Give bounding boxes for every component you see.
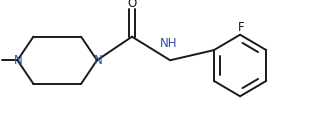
Text: F: F <box>238 21 244 34</box>
Text: N: N <box>14 54 23 67</box>
Text: O: O <box>127 0 137 10</box>
Text: N: N <box>93 54 102 67</box>
Text: NH: NH <box>160 37 177 50</box>
